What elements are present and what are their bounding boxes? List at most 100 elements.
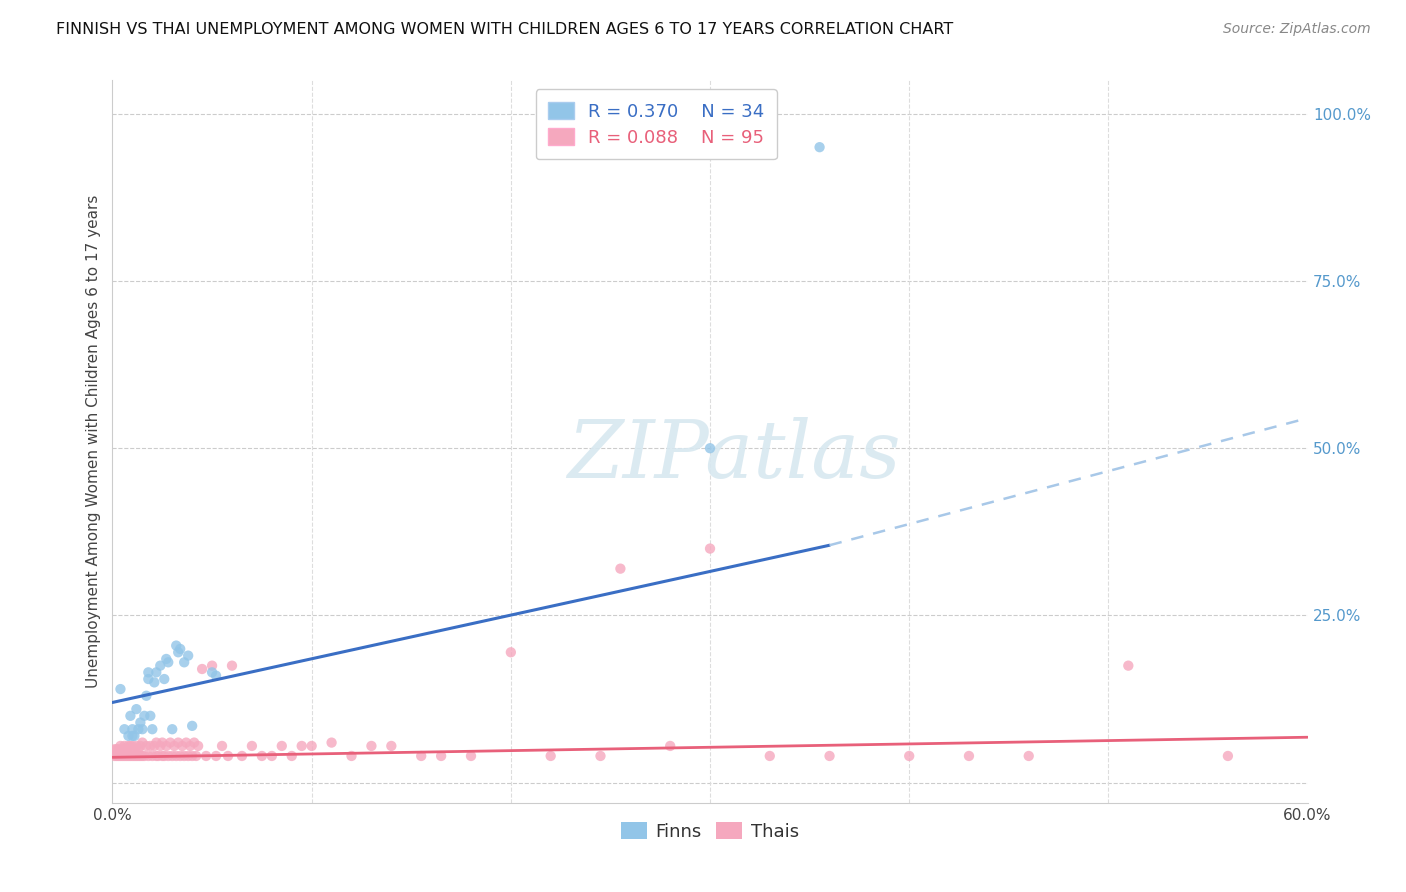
Point bbox=[411, 749, 433, 764]
Point bbox=[281, 749, 304, 764]
Point bbox=[169, 642, 191, 657]
Point bbox=[107, 742, 129, 756]
Point bbox=[138, 672, 160, 686]
Point bbox=[540, 749, 562, 764]
Point bbox=[169, 749, 191, 764]
Point bbox=[163, 739, 186, 753]
Point bbox=[110, 749, 132, 764]
Point bbox=[134, 749, 156, 764]
Point bbox=[155, 652, 177, 666]
Point bbox=[121, 729, 143, 743]
Point bbox=[129, 749, 152, 764]
Point bbox=[957, 749, 980, 764]
Point bbox=[114, 739, 135, 753]
Point bbox=[340, 749, 363, 764]
Point bbox=[460, 749, 482, 764]
Point bbox=[699, 541, 721, 556]
Point bbox=[659, 739, 682, 753]
Point bbox=[105, 749, 128, 764]
Point bbox=[162, 749, 183, 764]
Point bbox=[110, 739, 132, 753]
Point bbox=[141, 749, 163, 764]
Point bbox=[129, 739, 152, 753]
Point bbox=[183, 735, 205, 749]
Point bbox=[110, 681, 132, 696]
Point bbox=[127, 723, 149, 737]
Point bbox=[818, 749, 841, 764]
Point bbox=[129, 715, 152, 730]
Point bbox=[105, 742, 128, 756]
Point bbox=[124, 729, 146, 743]
Point bbox=[211, 739, 233, 753]
Point bbox=[139, 739, 162, 753]
Point bbox=[360, 739, 382, 753]
Point bbox=[1018, 749, 1040, 764]
Point bbox=[291, 739, 314, 753]
Point bbox=[120, 708, 142, 723]
Point bbox=[205, 669, 228, 683]
Point bbox=[117, 729, 139, 743]
Point bbox=[205, 749, 228, 764]
Point bbox=[115, 742, 138, 756]
Point bbox=[499, 645, 522, 659]
Point bbox=[159, 735, 181, 749]
Point bbox=[139, 708, 162, 723]
Point bbox=[609, 562, 631, 576]
Point bbox=[125, 739, 148, 753]
Point bbox=[217, 749, 239, 764]
Point bbox=[177, 648, 200, 663]
Point bbox=[149, 658, 172, 673]
Point bbox=[138, 749, 160, 764]
Point bbox=[114, 749, 135, 764]
Point bbox=[250, 749, 273, 764]
Point bbox=[157, 655, 180, 669]
Point bbox=[173, 749, 195, 764]
Point bbox=[121, 739, 143, 753]
Point bbox=[145, 735, 167, 749]
Legend: Finns, Thais: Finns, Thais bbox=[614, 814, 806, 848]
Point bbox=[150, 735, 173, 749]
Point bbox=[127, 749, 149, 764]
Point bbox=[173, 655, 195, 669]
Point bbox=[114, 723, 135, 737]
Point bbox=[135, 739, 157, 753]
Point bbox=[177, 749, 200, 764]
Point bbox=[240, 739, 263, 753]
Point bbox=[121, 749, 143, 764]
Point bbox=[115, 749, 138, 764]
Point bbox=[124, 749, 146, 764]
Point bbox=[191, 662, 214, 676]
Point bbox=[174, 735, 197, 749]
Point bbox=[172, 739, 194, 753]
Point bbox=[124, 742, 146, 756]
Point bbox=[131, 735, 153, 749]
Point bbox=[127, 742, 149, 756]
Point bbox=[143, 675, 166, 690]
Point bbox=[167, 645, 190, 659]
Point bbox=[181, 719, 204, 733]
Point bbox=[117, 739, 139, 753]
Point bbox=[270, 739, 292, 753]
Point bbox=[131, 723, 153, 737]
Point bbox=[221, 658, 243, 673]
Point bbox=[186, 749, 208, 764]
Point bbox=[201, 665, 224, 680]
Point bbox=[150, 749, 173, 764]
Point bbox=[125, 749, 148, 764]
Point bbox=[103, 749, 125, 764]
Point bbox=[898, 749, 921, 764]
Point bbox=[231, 749, 253, 764]
Point bbox=[759, 749, 782, 764]
Point bbox=[153, 672, 176, 686]
Point bbox=[699, 442, 721, 455]
Point bbox=[301, 739, 323, 753]
Text: ZIPatlas: ZIPatlas bbox=[567, 417, 901, 495]
Point bbox=[179, 739, 201, 753]
Point bbox=[589, 749, 612, 764]
Point bbox=[135, 689, 157, 703]
Point bbox=[1118, 658, 1140, 673]
Point bbox=[141, 723, 163, 737]
Y-axis label: Unemployment Among Women with Children Ages 6 to 17 years: Unemployment Among Women with Children A… bbox=[86, 194, 101, 689]
Point bbox=[380, 739, 402, 753]
Point bbox=[181, 749, 204, 764]
